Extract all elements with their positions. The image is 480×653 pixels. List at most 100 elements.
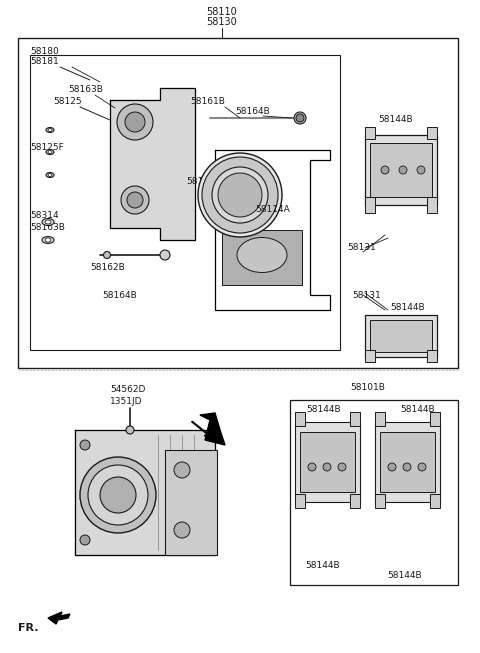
Bar [295, 494, 305, 508]
Ellipse shape [294, 112, 306, 124]
Text: 58163B: 58163B [30, 223, 65, 232]
Text: 58164B: 58164B [235, 108, 270, 116]
Bar [427, 197, 437, 213]
Circle shape [80, 535, 90, 545]
Text: 58144B: 58144B [390, 304, 425, 313]
Ellipse shape [48, 129, 52, 131]
Bar [350, 494, 360, 508]
Bar [370, 143, 432, 197]
Polygon shape [110, 88, 195, 240]
Circle shape [80, 457, 156, 533]
Text: 1351JD: 1351JD [110, 398, 143, 407]
Ellipse shape [42, 219, 54, 225]
Bar [350, 412, 360, 426]
Circle shape [174, 522, 190, 538]
Circle shape [160, 250, 170, 260]
Bar [165, 450, 217, 555]
Bar [370, 320, 432, 352]
Text: 58161B: 58161B [190, 97, 225, 106]
Bar [430, 494, 440, 508]
Ellipse shape [48, 150, 52, 153]
Bar [375, 412, 385, 426]
Ellipse shape [42, 236, 54, 244]
Circle shape [296, 114, 304, 122]
Circle shape [202, 157, 278, 233]
Circle shape [80, 440, 90, 450]
Circle shape [198, 153, 282, 237]
Bar [365, 350, 375, 362]
Circle shape [338, 463, 346, 471]
Bar [427, 350, 437, 362]
Bar [375, 494, 385, 508]
Circle shape [100, 477, 136, 513]
Polygon shape [215, 150, 330, 310]
Polygon shape [48, 612, 70, 624]
Bar [375, 422, 440, 502]
Text: 58125: 58125 [53, 97, 82, 106]
Circle shape [381, 166, 389, 174]
Bar [427, 127, 437, 139]
Ellipse shape [46, 127, 54, 133]
Circle shape [174, 462, 190, 478]
Text: 58180: 58180 [30, 48, 59, 57]
Text: 58130: 58130 [206, 17, 238, 27]
Text: 58144B: 58144B [305, 560, 340, 569]
Circle shape [417, 166, 425, 174]
Bar [365, 315, 437, 357]
Bar [380, 432, 435, 492]
Bar [30, 55, 340, 350]
Bar [365, 197, 375, 213]
Ellipse shape [45, 220, 51, 224]
Text: 58131: 58131 [347, 244, 376, 253]
Bar [430, 412, 440, 426]
Text: 58110: 58110 [206, 7, 238, 17]
Bar [18, 38, 458, 368]
Polygon shape [200, 413, 225, 445]
Text: 54562D: 54562D [110, 385, 145, 394]
Text: 58131: 58131 [352, 291, 381, 300]
Ellipse shape [46, 172, 54, 178]
Circle shape [126, 426, 134, 434]
Circle shape [323, 463, 331, 471]
Ellipse shape [46, 150, 54, 155]
Text: 58112: 58112 [186, 178, 215, 187]
Bar [300, 432, 355, 492]
Text: 58144B: 58144B [387, 571, 421, 579]
Bar [365, 127, 375, 139]
Circle shape [218, 173, 262, 217]
Text: 58163B: 58163B [68, 86, 103, 95]
Text: 58144B: 58144B [378, 116, 413, 125]
Circle shape [88, 465, 148, 525]
Circle shape [308, 463, 316, 471]
Bar [222, 230, 302, 285]
Text: 58114A: 58114A [255, 206, 290, 214]
Ellipse shape [237, 238, 287, 272]
Circle shape [127, 192, 143, 208]
Text: 58181: 58181 [30, 57, 59, 67]
Circle shape [388, 463, 396, 471]
Circle shape [418, 463, 426, 471]
PathPatch shape [210, 155, 335, 310]
Ellipse shape [45, 238, 51, 242]
Bar [295, 412, 305, 426]
Text: 58162B: 58162B [90, 264, 125, 272]
Polygon shape [75, 430, 215, 555]
Bar [295, 422, 360, 502]
Circle shape [125, 112, 145, 132]
Bar [365, 135, 437, 205]
Text: 58164B: 58164B [102, 291, 137, 300]
Circle shape [117, 104, 153, 140]
Text: 58144B: 58144B [306, 406, 341, 415]
Circle shape [403, 463, 411, 471]
Text: 58144B: 58144B [400, 406, 434, 415]
Circle shape [212, 167, 268, 223]
Text: 58314: 58314 [30, 210, 59, 219]
Bar [290, 400, 458, 585]
Ellipse shape [48, 174, 52, 176]
Text: 58101B: 58101B [350, 383, 385, 392]
Circle shape [104, 251, 110, 259]
Circle shape [399, 166, 407, 174]
Text: FR.: FR. [18, 623, 38, 633]
Circle shape [121, 186, 149, 214]
Text: 58125F: 58125F [30, 144, 64, 153]
